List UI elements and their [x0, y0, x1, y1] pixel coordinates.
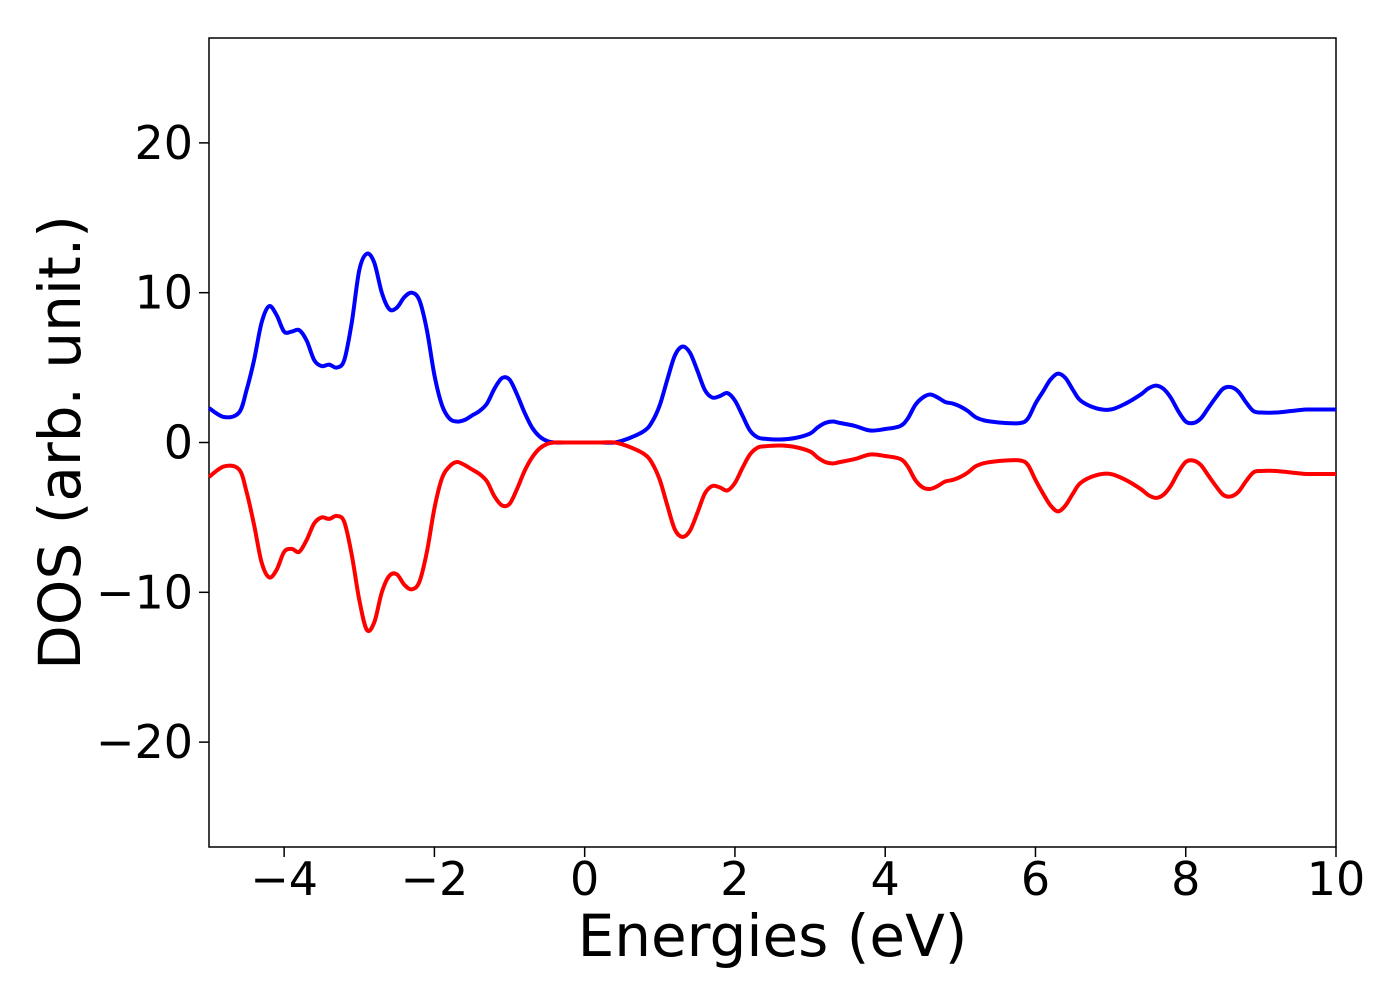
x-axis-label: Energies (eV)	[578, 902, 968, 970]
y-tick-label: 10	[134, 266, 193, 320]
x-tick-label: −2	[400, 852, 468, 906]
x-tick-label: 6	[1021, 852, 1050, 906]
series-layer	[207, 251, 1336, 634]
y-tick-label: −20	[96, 715, 193, 769]
y-axis-label: DOS (arb. unit.)	[26, 215, 94, 670]
x-tick-label: −4	[250, 852, 318, 906]
plot-area	[208, 37, 1337, 848]
x-tick-label: 2	[720, 852, 749, 906]
x-tick-label: 4	[871, 852, 900, 906]
x-tick-label: 8	[1171, 852, 1200, 906]
x-axis: −4 −2 0 2 4 6 8 10	[250, 847, 1365, 906]
y-tick-label: −10	[96, 565, 193, 619]
y-tick-label: 0	[164, 416, 193, 470]
y-axis: −20 −10 0 10 20	[96, 116, 209, 769]
x-tick-label: 0	[570, 852, 599, 906]
x-tick-label: 10	[1307, 852, 1366, 906]
y-tick-label: 20	[134, 116, 193, 170]
plot-frame	[208, 37, 1337, 848]
series-line-2	[207, 440, 1336, 634]
series-line-1	[207, 251, 1336, 445]
